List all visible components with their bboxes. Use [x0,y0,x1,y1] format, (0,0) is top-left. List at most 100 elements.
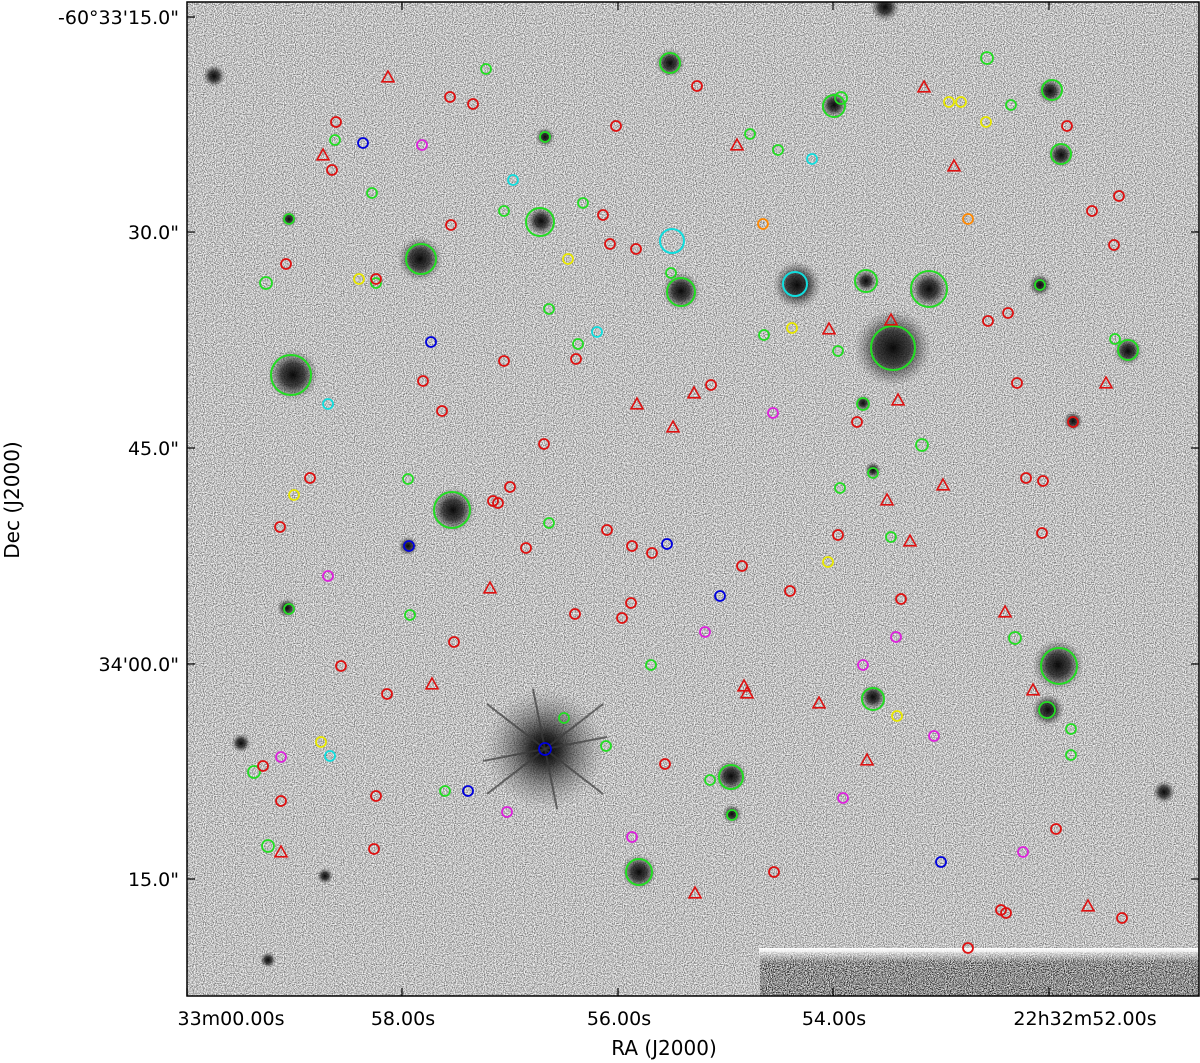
field-source [398,536,418,556]
green-circle-marker [1065,723,1077,735]
red-circle-marker [895,593,907,605]
red-circle-marker [381,688,393,700]
field-source [317,868,333,884]
red-triangle-marker [687,885,703,899]
red-triangle-marker [482,580,498,594]
green-circle-marker [870,325,916,371]
green-circle-marker [1040,647,1078,685]
green-circle-marker [558,712,570,724]
ra-tick-label: 58.00s [371,1008,435,1030]
red-circle-marker [504,481,516,493]
yellow-circle-marker [786,322,798,334]
bright-star [482,688,608,810]
green-circle-marker [283,213,295,225]
red-triangle-marker [1025,682,1041,696]
red-circle-marker [370,273,382,285]
green-circle-marker [1008,631,1022,645]
field-source [773,261,821,309]
field-source [526,206,556,236]
green-circle-marker [1041,79,1063,101]
blue-circle-marker [538,742,552,756]
green-circle-marker [370,277,382,289]
red-triangle-marker [902,533,918,547]
red-circle-marker [448,636,460,648]
green-circle-marker [856,397,870,411]
magenta-circle-marker [699,626,711,638]
red-circle-marker [832,529,844,541]
red-circle-marker [1000,907,1012,919]
red-circle-marker [257,760,269,772]
red-circle-marker [1116,912,1128,924]
red-circle-marker [335,660,347,672]
dec-tick-label: 30.0" [128,222,179,244]
green-circle-marker [543,303,555,315]
magenta-circle-marker [275,751,287,763]
magenta-circle-marker [837,792,849,804]
red-circle-marker [570,353,582,365]
magenta-circle-marker [501,806,513,818]
green-circle-marker [861,687,885,711]
green-circle-marker [261,839,275,853]
field-source [1032,694,1064,726]
ra-tick-label: 56.00s [587,1008,651,1030]
green-circle-marker [247,765,261,779]
field-source [535,127,555,147]
red-circle-marker [851,416,863,428]
yellow-circle-marker [980,116,992,128]
field-source [1028,273,1052,297]
red-triangle-marker [424,676,440,690]
magenta-circle-marker [322,570,334,582]
green-circle-marker [834,482,846,494]
green-circle-marker [543,517,555,529]
image-frame [186,1,1200,997]
blue-circle-marker [403,540,415,552]
green-circle-marker [405,243,437,275]
red-triangle-marker [1080,898,1096,912]
red-circle-marker [962,942,974,954]
red-circle-marker [274,521,286,533]
red-triangle-marker [665,419,681,433]
dec-tick-label: 15.0" [128,869,179,891]
green-circle-marker [659,52,681,74]
red-triangle-marker [859,752,875,766]
yellow-circle-marker [353,273,365,285]
red-circle-marker [1113,190,1125,202]
dec-tick-label: -60°33'15.0" [58,7,179,29]
field-source [865,462,881,478]
green-circle-marker [259,276,273,290]
field-source [1063,411,1083,431]
source-markers [247,51,1139,954]
red-triangle-marker [1098,375,1114,389]
field-source [260,952,276,968]
cyan-circle-marker [782,271,808,297]
red-triangle-marker [997,604,1013,618]
green-circle-marker [1050,143,1072,165]
red-triangle-marker [811,695,827,709]
yellow-circle-marker [562,253,574,265]
red-circle-marker [280,258,292,270]
red-circle-marker [597,209,609,221]
red-circle-marker [1108,239,1120,251]
red-circle-marker [1061,120,1073,132]
field-source [821,92,847,118]
red-triangle-marker [629,396,645,410]
red-circle-marker [275,795,287,807]
diffraction-spike [482,736,608,762]
cyan-circle-marker [806,153,818,165]
red-circle-marker [1011,377,1023,389]
green-circle-marker [822,94,846,118]
green-circle-marker [772,144,784,156]
magenta-circle-marker [767,407,779,419]
field-source [202,64,226,88]
orange-circle-marker [962,213,974,225]
green-circle-marker [480,63,492,75]
ra-tick-label: 22h32m52.00s [1013,1008,1156,1030]
red-triangle-marker [883,312,899,326]
field-source [854,269,878,293]
red-circle-marker [610,120,622,132]
field-source [231,733,251,753]
ra-tick-marks [186,2,1050,996]
green-circle-marker [834,91,848,105]
green-circle-marker [329,134,341,146]
red-circle-marker [417,375,429,387]
